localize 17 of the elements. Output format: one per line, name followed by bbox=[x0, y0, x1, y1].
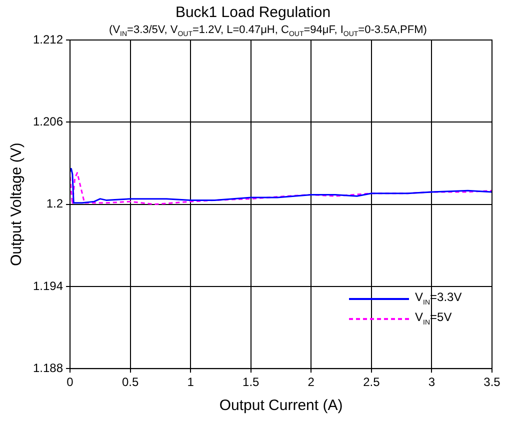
y-tick-label: 1.206 bbox=[33, 114, 64, 128]
y-tick-label: 1.212 bbox=[33, 32, 64, 46]
x-tick-label: 2.5 bbox=[363, 375, 380, 390]
y-axis-title: Output Voltage (V) bbox=[8, 142, 26, 266]
x-tick-label: 0 bbox=[66, 375, 74, 390]
x-axis-title: Output Current (A) bbox=[219, 397, 343, 414]
chart-title: Buck1 Load Regulation bbox=[174, 4, 332, 21]
x-tick-label: 1 bbox=[187, 375, 194, 390]
y-tick-label: 1.2 bbox=[46, 196, 64, 211]
y-tick-label: 1.194 bbox=[33, 278, 64, 293]
x-tick-label: 1.5 bbox=[242, 375, 260, 390]
text: (V$_{IN}$=3.3/5V, V$_{OUT}$=1.2V, L=0.47μH, C$_{OUT}$=94μF, I$_{OUT}$=0-3.5A,PFM) bbox=[109, 24, 427, 38]
x-tick-label: 3.5 bbox=[484, 375, 501, 390]
y-tick-label: 1.188 bbox=[33, 360, 64, 375]
x-tick-label: 0.5 bbox=[122, 375, 139, 390]
x-tick-label: 3 bbox=[428, 375, 436, 390]
x-tick-label: 2 bbox=[308, 375, 315, 390]
